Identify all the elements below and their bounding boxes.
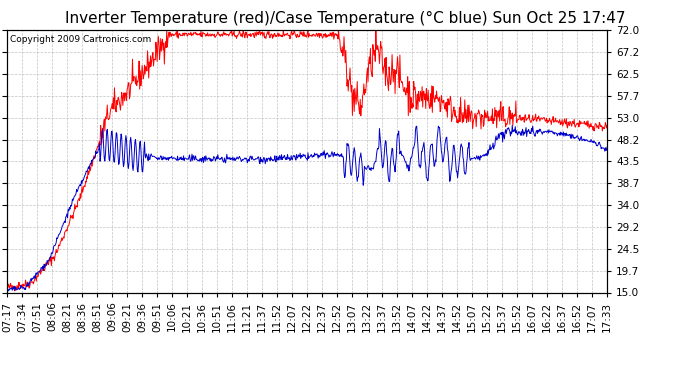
- Text: Inverter Temperature (red)/Case Temperature (°C blue) Sun Oct 25 17:47: Inverter Temperature (red)/Case Temperat…: [65, 11, 625, 26]
- Text: Copyright 2009 Cartronics.com: Copyright 2009 Cartronics.com: [10, 35, 151, 44]
